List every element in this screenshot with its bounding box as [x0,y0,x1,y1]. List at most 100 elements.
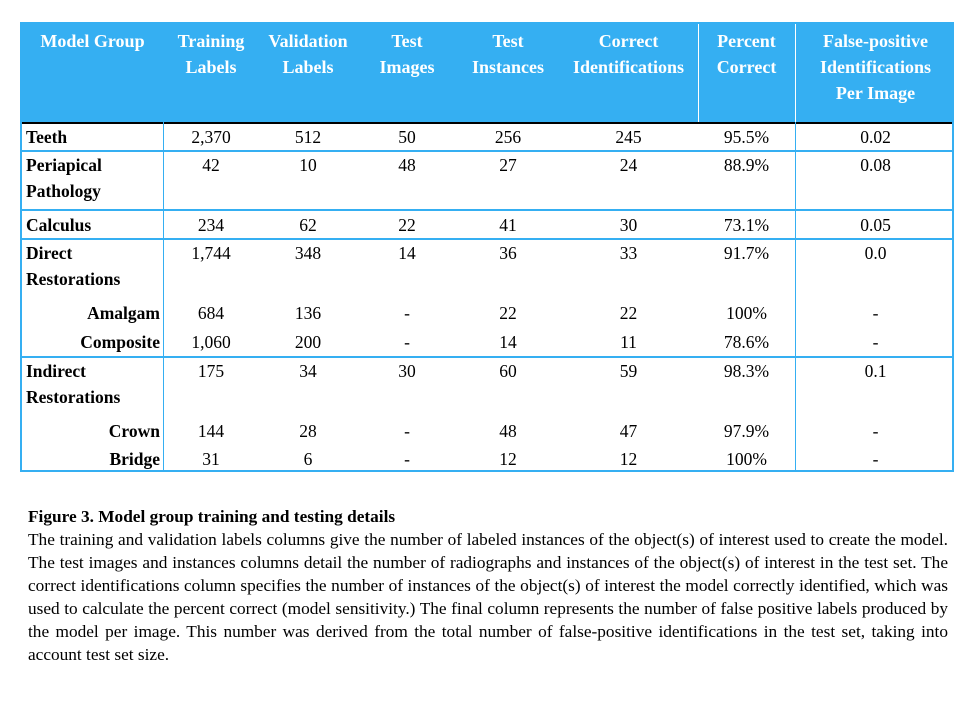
table-cell: 59 [619,361,638,381]
column-divider [163,122,164,470]
table-cell: - [872,303,879,323]
label-line: Periapical [26,155,102,175]
table-cell: - [872,449,879,469]
table-cell: 2,370 [191,127,231,147]
table-cell: - [404,449,410,469]
table-cell: 0.05 [860,215,891,235]
table-cell: 0.1 [864,361,887,381]
header-column-divider [698,24,699,122]
table-cell: 512 [294,127,322,147]
table-cell: 200 [294,332,322,352]
figure-caption: Figure 3. Model group training and testi… [28,505,948,666]
table-cell: 47 [619,421,638,441]
group-label: Indirect Restorations [26,358,160,410]
table-cell: 41 [499,215,517,235]
table-cell: 11 [620,332,637,352]
column-header-line: Labels [282,57,334,77]
row-divider [22,209,952,211]
table-cell: 175 [197,361,225,381]
subgroup-label: Bridge [26,446,160,472]
column-header-line: Model Group [40,31,145,51]
column-header-line: Instances [471,57,544,77]
row-divider [22,356,952,358]
group-label: Calculus [26,212,160,238]
column-header-line: Correct [598,31,659,51]
table-cell: 1,060 [191,332,231,352]
column-divider [795,122,796,470]
group-label: Teeth [26,124,160,150]
table-cell: 88.9% [723,155,770,175]
table-cell: 348 [294,243,322,263]
table-cell: 256 [494,127,522,147]
column-header-line: Training [177,31,245,51]
column-header-line: Percent [717,31,776,51]
subgroup-label: Amalgam [26,300,160,326]
table-cell: 234 [197,215,225,235]
table-cell: 36 [499,243,517,263]
table-cell: 73.1% [723,215,770,235]
label-line: Crown [108,421,160,441]
table-cell: 0.0 [864,243,887,263]
table-cell: 10 [299,155,317,175]
table-cell: 60 [499,361,517,381]
table-cell: 33 [619,243,638,263]
label-line: Restorations [26,269,121,289]
table-cell: 6 [303,449,313,469]
table-cell: - [404,332,410,352]
table-cell: 30 [398,361,416,381]
label-line: Calculus [26,215,92,235]
table-cell: - [404,421,410,441]
column-header-line: Correct [716,57,777,77]
group-label: Direct Restorations [26,240,160,292]
column-header-5: Correct Identifications [559,28,698,80]
column-header-line: Test [391,31,423,51]
column-header-line: Images [379,57,435,77]
subgroup-label: Crown [26,418,160,444]
label-line: Teeth [26,127,68,147]
table-cell: 14 [499,332,517,352]
column-header-line: Labels [185,57,237,77]
group-label: Periapical Pathology [26,152,160,204]
column-header-0: Model Group [22,28,163,54]
table-cell: 97.9% [723,421,770,441]
table-cell: 22 [398,215,416,235]
table-cell: 14 [398,243,416,263]
table-cell: 0.02 [860,127,891,147]
table-cell: 136 [294,303,322,323]
table-cell: - [872,421,879,441]
table-cell: 144 [197,421,225,441]
column-header-line: Per Image [835,83,916,103]
label-line: Restorations [26,387,121,407]
label-line: Indirect [26,361,86,381]
column-header-3: Test Images [357,28,457,80]
table-cell: 50 [398,127,416,147]
table-cell: 27 [499,155,517,175]
table-cell: 1,744 [191,243,231,263]
header-column-divider [795,24,796,122]
row-divider [22,150,952,152]
table-cell: 100% [726,303,767,323]
table-cell: 245 [615,127,642,147]
caption-title: Figure 3. Model group training and testi… [28,507,396,526]
table-cell: 78.6% [723,332,770,352]
table-body: Teeth 2,370 512 50 256 245 95.5% 0.02 Periapical… [20,122,954,472]
table-cell: 684 [197,303,225,323]
table-cell: 100% [726,449,767,469]
label-line: Pathology [26,181,101,201]
table-cell: 91.7% [723,243,770,263]
column-header-line: Validation [268,31,348,51]
column-header-4: Test Instances [457,28,559,80]
column-header-1: Training Labels [163,28,259,80]
table-header: Model Group Training Labels Validation Label… [20,22,954,122]
table-cell: 22 [499,303,517,323]
table-cell: 48 [398,155,416,175]
table-cell: 12 [499,449,517,469]
column-header-line: Identifications [572,57,684,77]
table-cell: 48 [499,421,517,441]
column-header-6: Percent Correct [698,28,795,80]
column-header-line: False-positive [823,31,928,51]
table-cell: 30 [619,215,638,235]
label-line: Bridge [109,449,160,469]
table-cell: - [872,332,879,352]
caption-text: The training and validation labels colum… [28,530,948,664]
